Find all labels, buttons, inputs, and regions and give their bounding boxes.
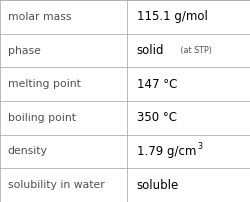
Text: phase: phase (8, 45, 40, 56)
Text: boiling point: boiling point (8, 113, 75, 123)
Text: (at STP): (at STP) (178, 46, 212, 55)
Text: 350 °C: 350 °C (136, 111, 176, 124)
Text: melting point: melting point (8, 79, 80, 89)
Text: soluble: soluble (136, 179, 178, 192)
Text: 147 °C: 147 °C (136, 78, 176, 91)
Text: 115.1 g/mol: 115.1 g/mol (136, 10, 207, 23)
Text: molar mass: molar mass (8, 12, 71, 22)
Text: 1.79 g/cm: 1.79 g/cm (136, 145, 196, 158)
Text: density: density (8, 146, 47, 157)
Text: solubility in water: solubility in water (8, 180, 104, 190)
Text: solid: solid (136, 44, 164, 57)
Text: 3: 3 (197, 142, 202, 151)
